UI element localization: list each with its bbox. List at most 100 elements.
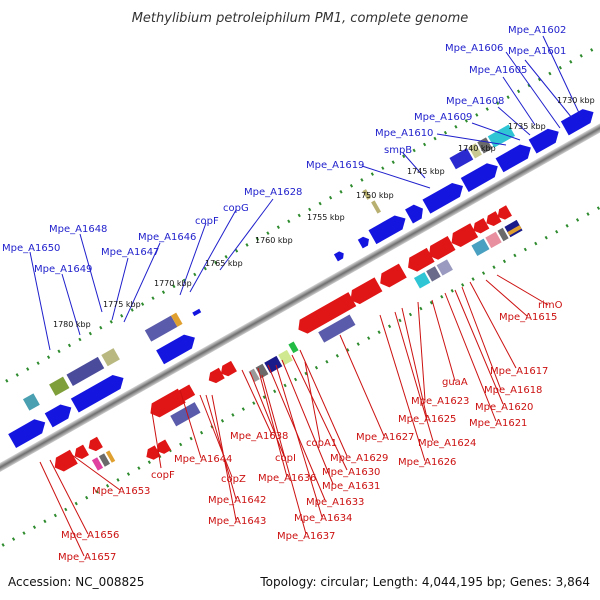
gene-arrow-reverse[interactable] xyxy=(483,211,502,228)
gene-label[interactable]: Mpe_A1644 xyxy=(174,454,232,465)
gene-label[interactable]: Mpe_A1650 xyxy=(2,243,60,254)
gene-label[interactable]: Mpe_A1642 xyxy=(208,495,266,506)
gene-arrow-reverse[interactable] xyxy=(425,236,456,263)
gene-arrow-forward[interactable] xyxy=(156,331,199,365)
gene-label[interactable]: guaA xyxy=(442,377,468,388)
gene-arrow-reverse[interactable] xyxy=(294,292,357,336)
gene-arrow-forward[interactable] xyxy=(70,371,128,413)
forward-gene-labels: Mpe_A1602 Mpe_A1606 Mpe_A1601 Mpe_A1605 … xyxy=(2,25,566,275)
tick-label: 1755 kbp xyxy=(307,213,345,222)
tick-label: 1735 kbp xyxy=(508,122,546,131)
gene-arrow-reverse[interactable] xyxy=(470,218,490,236)
label-leader-lines xyxy=(29,35,581,557)
gene-arrow-forward[interactable] xyxy=(528,125,563,154)
gene-arrow-forward[interactable] xyxy=(422,179,466,214)
gene-label[interactable]: Mpe_A1636 xyxy=(258,473,316,484)
gene-label[interactable]: rimO xyxy=(538,300,563,311)
gene-label[interactable]: copI xyxy=(275,453,296,464)
gene-arrow-reverse[interactable] xyxy=(143,445,161,462)
gene-label[interactable]: Mpe_A1647 xyxy=(101,247,159,258)
gene-label[interactable]: Mpe_A1619 xyxy=(306,160,364,171)
gene-label[interactable]: Mpe_A1657 xyxy=(58,552,116,563)
gene-label[interactable]: copF xyxy=(195,216,219,227)
gene-label[interactable]: Mpe_A1606 xyxy=(445,43,503,54)
gene-arrow-forward[interactable] xyxy=(357,235,372,249)
gene-arrow-forward[interactable] xyxy=(460,159,502,192)
gene-label[interactable]: Mpe_A1601 xyxy=(508,46,566,57)
gene-label[interactable]: Mpe_A1648 xyxy=(49,224,107,235)
feature-box xyxy=(413,272,431,289)
gene-arrow-reverse[interactable] xyxy=(86,436,103,454)
gene-label[interactable]: Mpe_A1610 xyxy=(375,128,433,139)
gene-label[interactable]: Mpe_A1646 xyxy=(138,232,196,243)
gene-label[interactable]: Mpe_A1649 xyxy=(34,264,92,275)
gene-label[interactable]: Mpe_A1623 xyxy=(411,396,469,407)
gene-label[interactable]: Mpe_A1634 xyxy=(294,513,352,524)
gene-label[interactable]: Mpe_A1621 xyxy=(469,418,527,429)
gene-label[interactable]: Mpe_A1656 xyxy=(61,530,119,541)
gene-arrow-forward[interactable] xyxy=(495,141,535,173)
gene-label[interactable]: Mpe_A1653 xyxy=(92,486,150,497)
gene-label[interactable]: Mpe_A1637 xyxy=(277,531,335,542)
feature-box xyxy=(318,314,356,343)
gene-label[interactable]: Mpe_A1643 xyxy=(208,516,266,527)
gene-arrow-forward[interactable] xyxy=(333,250,346,262)
gene-arrow-reverse[interactable] xyxy=(448,223,479,250)
gene-arrow-reverse[interactable] xyxy=(376,263,407,291)
gene-arrow-reverse[interactable] xyxy=(206,367,225,386)
gene-label[interactable]: smpB xyxy=(384,145,412,156)
forward-features xyxy=(22,124,516,411)
gene-label[interactable]: Mpe_A1624 xyxy=(418,438,476,449)
gene-label[interactable]: Mpe_A1625 xyxy=(398,414,456,425)
gene-label[interactable]: copA1 xyxy=(306,438,337,449)
gene-arrow-reverse[interactable] xyxy=(495,205,512,222)
gene-label[interactable]: Mpe_A1633 xyxy=(306,497,364,508)
feature-box xyxy=(66,356,105,386)
gene-label[interactable]: Mpe_A1615 xyxy=(499,312,557,323)
gene-label[interactable]: Mpe_A1605 xyxy=(469,65,527,76)
accession-label: Accession: NC_008825 xyxy=(8,575,144,589)
gene-label[interactable]: copF xyxy=(151,470,175,481)
gene-label[interactable]: Mpe_A1630 xyxy=(322,467,380,478)
gene-label[interactable]: Mpe_A1617 xyxy=(490,366,548,377)
feature-box xyxy=(468,143,482,159)
gene-arrow-reverse[interactable] xyxy=(72,444,89,462)
feature-box xyxy=(278,349,293,366)
feature-box xyxy=(248,368,260,383)
gene-label[interactable]: Mpe_A1620 xyxy=(475,402,533,413)
gene-label[interactable]: Mpe_A1626 xyxy=(398,457,456,468)
feature-box xyxy=(371,200,382,214)
gene-label[interactable]: Mpe_A1608 xyxy=(446,96,504,107)
gene-arrow-reverse[interactable] xyxy=(404,247,435,275)
gene-arrow-reverse[interactable] xyxy=(51,449,78,475)
feature-box xyxy=(91,457,104,471)
gene-arrow-forward[interactable] xyxy=(368,212,410,245)
reverse-genes xyxy=(51,205,512,475)
gene-label[interactable]: copG xyxy=(223,203,249,214)
gene-label[interactable]: Mpe_A1628 xyxy=(244,187,302,198)
feature-box xyxy=(101,348,120,367)
gene-arrow-reverse[interactable] xyxy=(146,388,186,421)
reverse-features xyxy=(91,219,523,471)
feature-box xyxy=(264,355,283,374)
gene-label[interactable]: Mpe_A1629 xyxy=(330,453,388,464)
gene-label[interactable]: Mpe_A1618 xyxy=(484,385,542,396)
gene-arrow-reverse[interactable] xyxy=(347,277,383,307)
gene-arrow-reverse[interactable] xyxy=(218,360,237,379)
gene-arrow-forward[interactable] xyxy=(405,202,427,224)
gene-arrow-forward[interactable] xyxy=(44,401,76,428)
gene-arrow-reverse[interactable] xyxy=(154,439,172,456)
feature-box xyxy=(362,189,371,200)
gene-label[interactable]: Mpe_A1638 xyxy=(230,431,288,442)
feature-box xyxy=(98,453,111,467)
gene-arrow-forward[interactable] xyxy=(8,415,49,449)
feature-box xyxy=(49,376,70,396)
gene-label[interactable]: copZ xyxy=(221,474,246,485)
gene-label[interactable]: Mpe_A1627 xyxy=(356,432,414,443)
gene-label[interactable]: Mpe_A1602 xyxy=(508,25,566,36)
feature-box xyxy=(426,266,441,282)
gene-label[interactable]: Mpe_A1631 xyxy=(322,481,380,492)
reverse-gene-labels: rimO Mpe_A1615 Mpe_A1617 Mpe_A1618 guaA … xyxy=(58,300,563,563)
gene-label[interactable]: Mpe_A1609 xyxy=(414,112,472,123)
gene-arrow-forward[interactable] xyxy=(560,105,598,136)
